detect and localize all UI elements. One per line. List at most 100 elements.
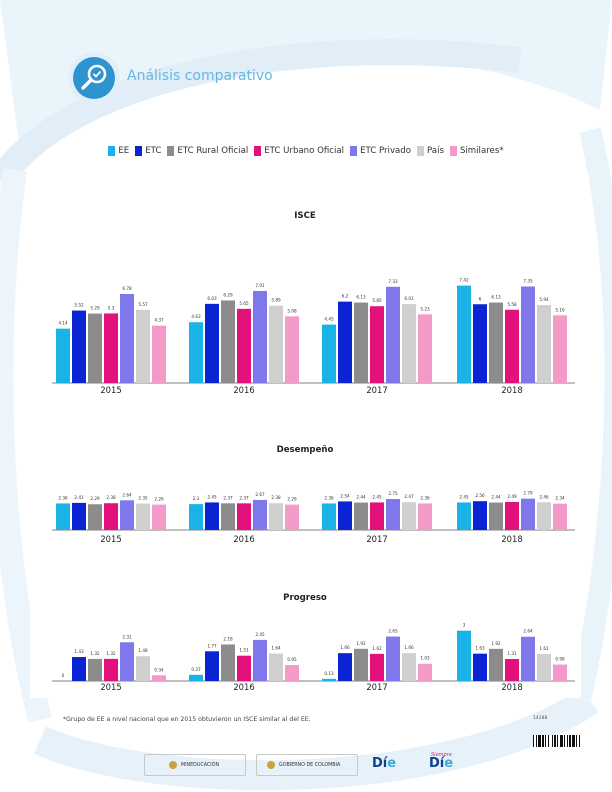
data-label: 5.89 xyxy=(271,298,281,303)
data-label: 2.3 xyxy=(193,496,200,501)
barcode-bar xyxy=(541,735,542,747)
data-label: 1.92 xyxy=(356,641,366,646)
barcode xyxy=(533,735,597,747)
data-label: 4.45 xyxy=(324,317,334,322)
legend-label: ETC Privado xyxy=(360,146,412,156)
data-label: 1.31 xyxy=(507,651,517,656)
barcode-bar xyxy=(567,735,568,747)
desempeno-chart: Desempeño 2.36 2.41 2.29 2.38 2.64 2.35 2.26 201… xyxy=(52,445,575,544)
bar xyxy=(152,675,166,681)
bar xyxy=(473,501,487,530)
bar xyxy=(205,502,219,530)
barcode-bar xyxy=(565,735,567,747)
bar xyxy=(338,501,352,530)
data-label: 1.62 xyxy=(372,646,382,651)
data-label: 2.47 xyxy=(404,494,414,499)
bar xyxy=(56,503,70,530)
bar xyxy=(537,305,551,383)
bar xyxy=(402,304,416,383)
data-label: 2.36 xyxy=(420,495,430,500)
category-label: 2018 xyxy=(501,534,522,544)
data-label: 1.64 xyxy=(271,646,281,651)
category-label: 2017 xyxy=(366,534,387,544)
gobierno-logo: GOBIERNO DE COLOMBIA xyxy=(256,754,358,776)
legend-item: ETC xyxy=(135,146,161,156)
magnifier-check-icon xyxy=(68,52,120,104)
data-label: 2.49 xyxy=(507,494,517,499)
bar xyxy=(521,636,535,681)
barcode-bar xyxy=(552,735,553,747)
bar xyxy=(72,310,86,383)
category-label: 2018 xyxy=(501,682,522,692)
bar xyxy=(386,636,400,681)
bar xyxy=(322,503,336,530)
document-code: 14188 xyxy=(533,716,548,721)
bar xyxy=(221,644,235,681)
data-label: 4.14 xyxy=(58,321,68,326)
data-label: 5.23 xyxy=(420,306,430,311)
bar xyxy=(72,657,86,681)
category-label: 2017 xyxy=(366,385,387,395)
bar xyxy=(386,499,400,530)
bar xyxy=(489,648,503,681)
data-label: 6.2 xyxy=(342,294,349,299)
legend-swatch xyxy=(167,146,175,156)
data-label: 2.38 xyxy=(106,495,116,500)
data-label: 2.29 xyxy=(90,496,100,501)
barcode-bar xyxy=(545,735,546,747)
bar xyxy=(553,315,567,383)
data-label: 5.94 xyxy=(539,297,549,302)
data-label: 1.77 xyxy=(207,643,217,648)
category-label: 2018 xyxy=(501,385,522,395)
bar xyxy=(120,642,134,681)
bar xyxy=(402,653,416,681)
bar xyxy=(354,302,368,383)
category-label: 2016 xyxy=(233,534,254,544)
data-label: 6.29 xyxy=(223,292,233,297)
dia-e-letter: e xyxy=(387,756,397,771)
bar xyxy=(189,674,203,681)
bar xyxy=(473,653,487,681)
barcode-bar xyxy=(549,735,552,747)
bar xyxy=(104,313,118,383)
data-label: 6.13 xyxy=(356,295,366,300)
page-title: Análisis comparativo xyxy=(127,68,273,84)
legend-item: País xyxy=(417,146,444,156)
data-label: 2.34 xyxy=(555,496,565,501)
category-label: 2015 xyxy=(100,534,121,544)
data-label: 2.79 xyxy=(523,491,533,496)
data-label: 7.42 xyxy=(459,278,469,283)
data-label: 7.01 xyxy=(255,283,265,288)
bar xyxy=(418,314,432,383)
bar xyxy=(370,502,384,530)
data-label: 5.85 xyxy=(372,298,382,303)
legend-item: ETC Rural Oficial xyxy=(167,146,248,156)
bar xyxy=(285,665,299,681)
data-label: 2.75 xyxy=(388,491,398,496)
data-label: 2.36 xyxy=(324,495,334,500)
bar xyxy=(152,325,166,383)
data-label: 1.32 xyxy=(90,651,100,656)
legend-item: EE xyxy=(108,146,129,156)
data-label: 2.18 xyxy=(223,636,233,641)
barcode-bar xyxy=(557,735,558,747)
progreso-chart-panel: Progreso 0 1.43 1.32 1.32 2.31 1.48 0.34 2015 0.3… xyxy=(30,578,581,698)
chart-legend: EE ETC ETC Rural Oficial ETC Urbano Oficial… xyxy=(0,146,612,156)
data-label: 5.08 xyxy=(287,308,297,313)
data-label: 5.52 xyxy=(74,303,84,308)
bar xyxy=(553,664,567,681)
legend-label: ETC Urbano Oficial xyxy=(264,146,345,156)
bar xyxy=(370,653,384,681)
category-label: 2016 xyxy=(233,682,254,692)
barcode-bar xyxy=(571,735,572,747)
bar xyxy=(402,502,416,530)
data-label: 2.35 xyxy=(138,496,148,501)
dia-text: Dí xyxy=(372,756,388,771)
legend-swatch xyxy=(449,146,457,156)
data-label: 2.45 xyxy=(207,494,217,499)
data-label: 6 xyxy=(479,296,482,301)
mineducacion-logo: MINEDUCACIÓN xyxy=(144,754,246,776)
bar xyxy=(237,655,251,681)
category-label: 2017 xyxy=(366,682,387,692)
data-label: 2.37 xyxy=(239,495,249,500)
